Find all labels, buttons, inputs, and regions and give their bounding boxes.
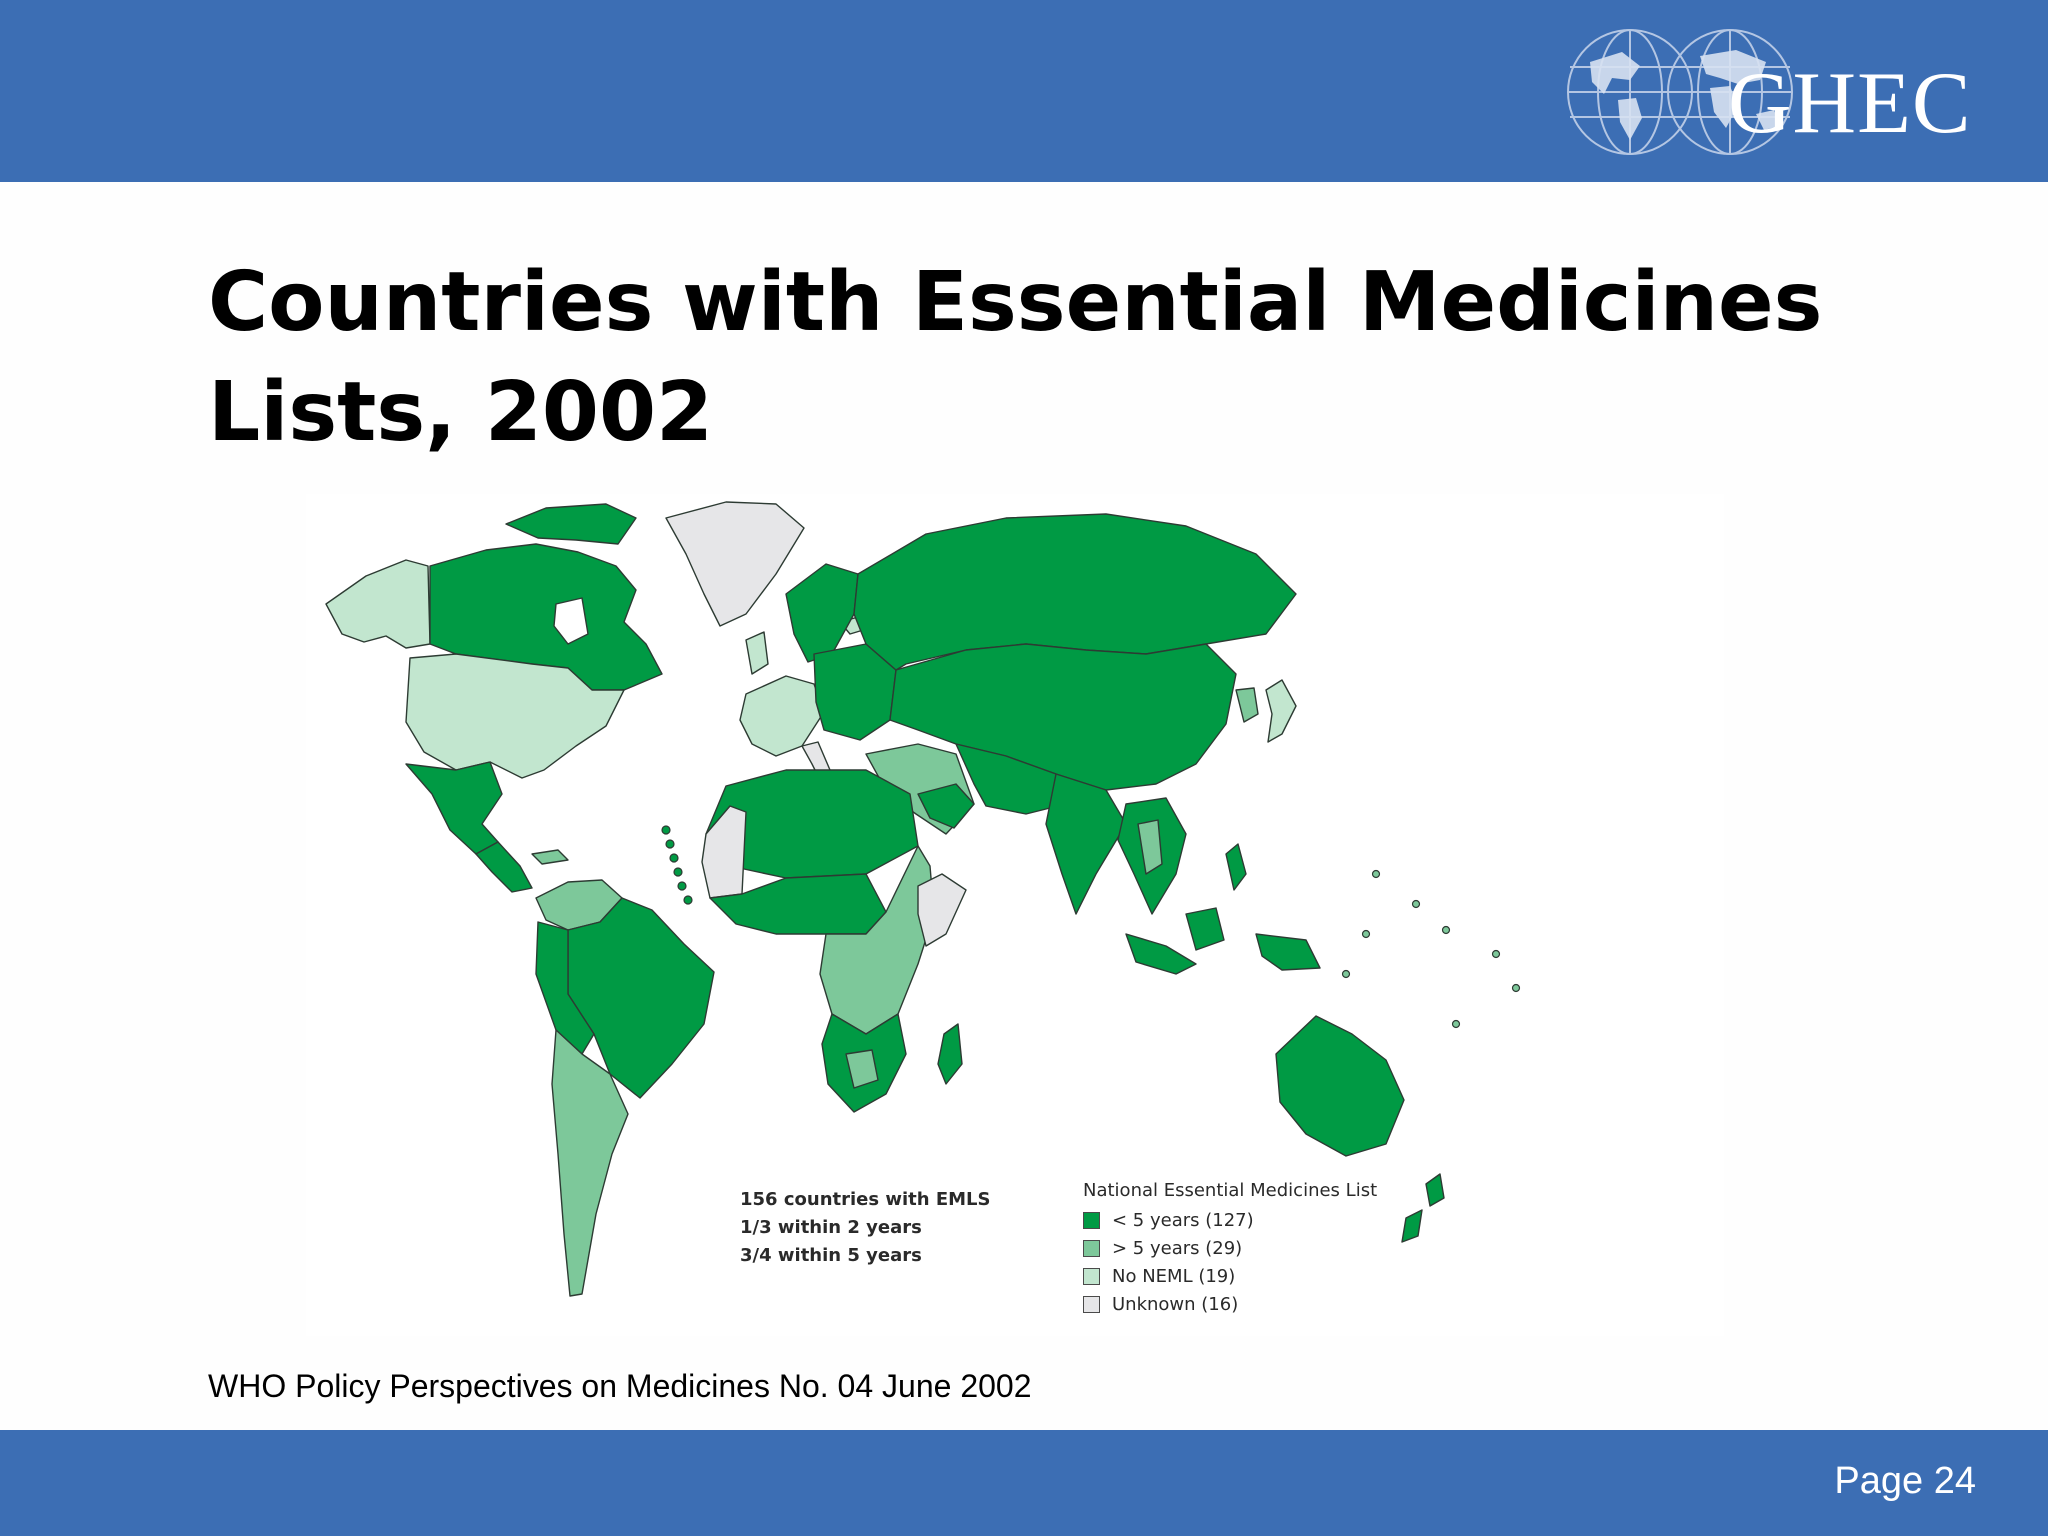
legend-label: > 5 years (29)	[1112, 1237, 1243, 1259]
slide-title: Countries with Essential Medicines Lists…	[208, 255, 1823, 460]
legend-swatch	[1083, 1267, 1100, 1285]
region-madagascar	[937, 1023, 963, 1085]
legend-label: < 5 years (127)	[1112, 1209, 1254, 1231]
map-legend: National Essential Medicines List < 5 ye…	[1083, 1176, 1377, 1318]
region-new-guinea	[1255, 933, 1321, 971]
region-indonesia	[1125, 933, 1197, 975]
region-mexico	[405, 761, 503, 855]
region-japan	[1265, 679, 1297, 743]
region-arabia-east	[917, 783, 975, 829]
region-alaska	[325, 559, 431, 649]
region-greenland	[665, 501, 805, 627]
legend-label: No NEML (19)	[1112, 1265, 1236, 1287]
region-scandinavia	[785, 563, 859, 663]
footer-band	[0, 1430, 2048, 1536]
globe-grid-icon	[1567, 29, 1793, 155]
legend-swatch	[1083, 1295, 1100, 1313]
stats-line: 156 countries with EMLS	[740, 1189, 991, 1210]
region-korea	[1235, 687, 1259, 723]
legend-item: Unknown (16)	[1083, 1290, 1377, 1318]
region-andes	[535, 921, 595, 1055]
legend-item: No NEML (19)	[1083, 1262, 1377, 1290]
region-thailand	[1137, 819, 1163, 875]
region-new-zealand	[1425, 1173, 1445, 1207]
region-new-zealand-south	[1401, 1209, 1423, 1243]
map-stats: 156 countries with EMLS 1/3 within 2 yea…	[740, 1186, 990, 1270]
region-caribbean	[531, 849, 569, 865]
source-citation: WHO Policy Perspectives on Medicines No.…	[208, 1368, 1032, 1404]
region-south-africa-inner	[845, 1049, 879, 1089]
region-hudson-bay	[553, 597, 589, 645]
legend-label: Unknown (16)	[1112, 1293, 1239, 1315]
logo-text: GHEC	[1728, 55, 1972, 152]
region-india	[1045, 773, 1127, 915]
stats-line: 1/3 within 2 years	[740, 1217, 922, 1238]
region-arctic-islands	[505, 503, 637, 545]
legend-item: < 5 years (127)	[1083, 1206, 1377, 1234]
region-southern-cone	[551, 1029, 629, 1297]
region-philippines	[1225, 843, 1247, 891]
legend-swatch	[1083, 1211, 1100, 1229]
region-uk	[745, 631, 769, 675]
stats-line: 3/4 within 5 years	[740, 1245, 922, 1266]
region-central-america	[475, 841, 533, 893]
legend-title: National Essential Medicines List	[1083, 1180, 1378, 1201]
region-australia	[1275, 1015, 1405, 1157]
region-central-asia	[889, 643, 1237, 791]
region-horn-of-africa	[917, 873, 967, 947]
world-map	[306, 494, 1724, 1336]
region-south-west-asia	[955, 743, 1067, 815]
legend-item: > 5 years (29)	[1083, 1234, 1377, 1262]
region-usa	[405, 653, 625, 779]
page-number: Page 24	[1834, 1460, 1976, 1502]
region-borneo	[1185, 907, 1225, 951]
legend-swatch	[1083, 1239, 1100, 1257]
